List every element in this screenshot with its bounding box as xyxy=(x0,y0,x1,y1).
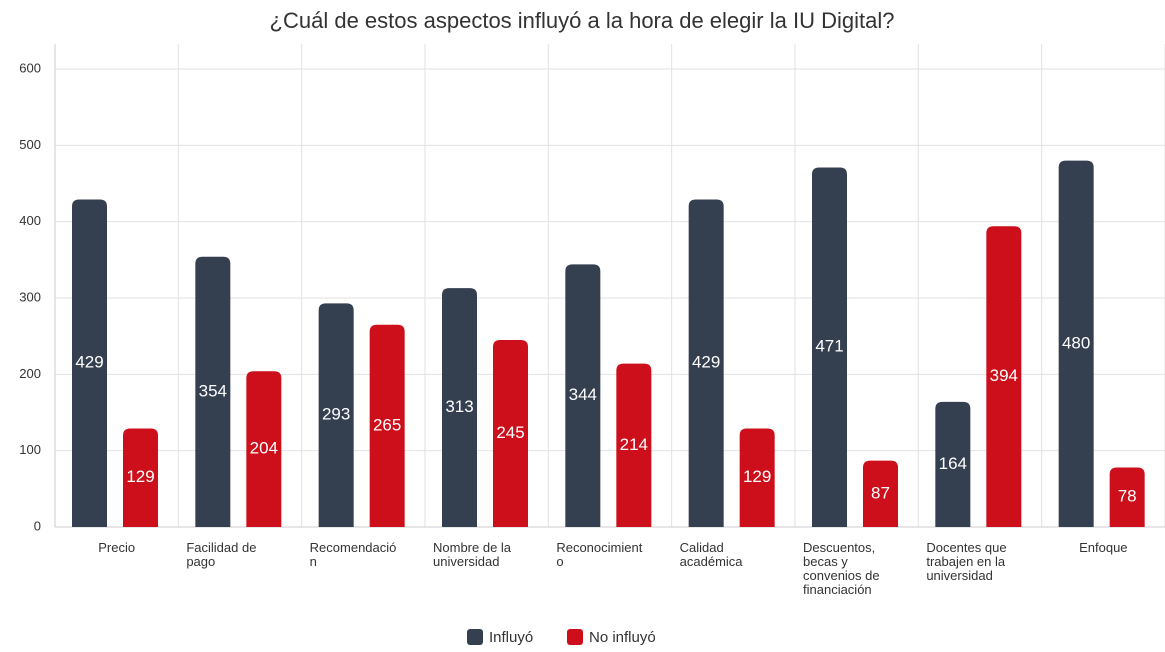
bar xyxy=(318,303,354,527)
x-tick-label: Facilidad de pago xyxy=(186,540,257,569)
data-label: 313 xyxy=(445,397,473,416)
data-label: 87 xyxy=(871,483,890,502)
y-tick-label: 500 xyxy=(19,137,41,152)
bar xyxy=(565,264,601,527)
y-tick-label: 300 xyxy=(19,289,41,304)
bar xyxy=(72,199,107,527)
data-label: 204 xyxy=(250,439,278,458)
data-label: 265 xyxy=(373,415,401,434)
bar xyxy=(1058,160,1094,527)
bar xyxy=(739,428,775,527)
x-tick-label: Precio xyxy=(98,540,136,555)
data-label: 245 xyxy=(496,423,524,442)
data-label: 293 xyxy=(322,405,350,424)
data-label: 429 xyxy=(75,353,103,372)
bar xyxy=(986,226,1022,527)
data-label: 214 xyxy=(620,435,648,454)
y-tick-label: 200 xyxy=(19,366,41,381)
y-tick-label: 0 xyxy=(34,518,41,533)
legend-label: Influyó xyxy=(489,629,533,646)
data-label: 164 xyxy=(939,454,967,473)
bar xyxy=(493,339,528,527)
data-label: 354 xyxy=(199,381,227,400)
data-label: 471 xyxy=(815,337,843,356)
data-label: 480 xyxy=(1062,333,1090,352)
bar xyxy=(616,363,652,527)
legend-swatch xyxy=(467,629,483,645)
x-tick-label: Descuentos, becas y convenios de financi… xyxy=(803,540,880,597)
y-tick-label: 400 xyxy=(19,213,41,228)
bar xyxy=(812,167,847,527)
data-label: 344 xyxy=(569,385,597,404)
bar xyxy=(246,371,282,527)
x-tick-label: Docentes que trabajen en la universidad xyxy=(926,540,1007,583)
bar xyxy=(123,428,158,527)
bar xyxy=(369,324,405,527)
x-tick-label: Calidad académica xyxy=(679,540,743,569)
data-label: 429 xyxy=(692,353,720,372)
data-label: 394 xyxy=(990,366,1018,385)
chart-title: ¿Cuál de estos aspectos influyó a la hor… xyxy=(270,8,895,33)
y-tick-label: 600 xyxy=(19,60,41,75)
data-label: 78 xyxy=(1118,487,1137,506)
bar xyxy=(688,199,724,527)
bar xyxy=(442,288,477,527)
x-tick-label: Nombre de la universidad xyxy=(433,540,512,569)
bar xyxy=(863,460,898,527)
legend-swatch xyxy=(567,629,583,645)
legend-label: No influyó xyxy=(589,629,656,646)
data-label: 129 xyxy=(743,467,771,486)
y-tick-label: 100 xyxy=(19,442,41,457)
x-tick-label: Recomendación xyxy=(309,540,397,569)
x-tick-label: Enfoque xyxy=(1079,540,1128,555)
x-tick-label: Reconocimiento xyxy=(556,540,643,569)
bar xyxy=(1109,467,1145,527)
bar xyxy=(935,401,971,527)
data-label: 129 xyxy=(126,467,154,486)
bar xyxy=(195,256,231,527)
